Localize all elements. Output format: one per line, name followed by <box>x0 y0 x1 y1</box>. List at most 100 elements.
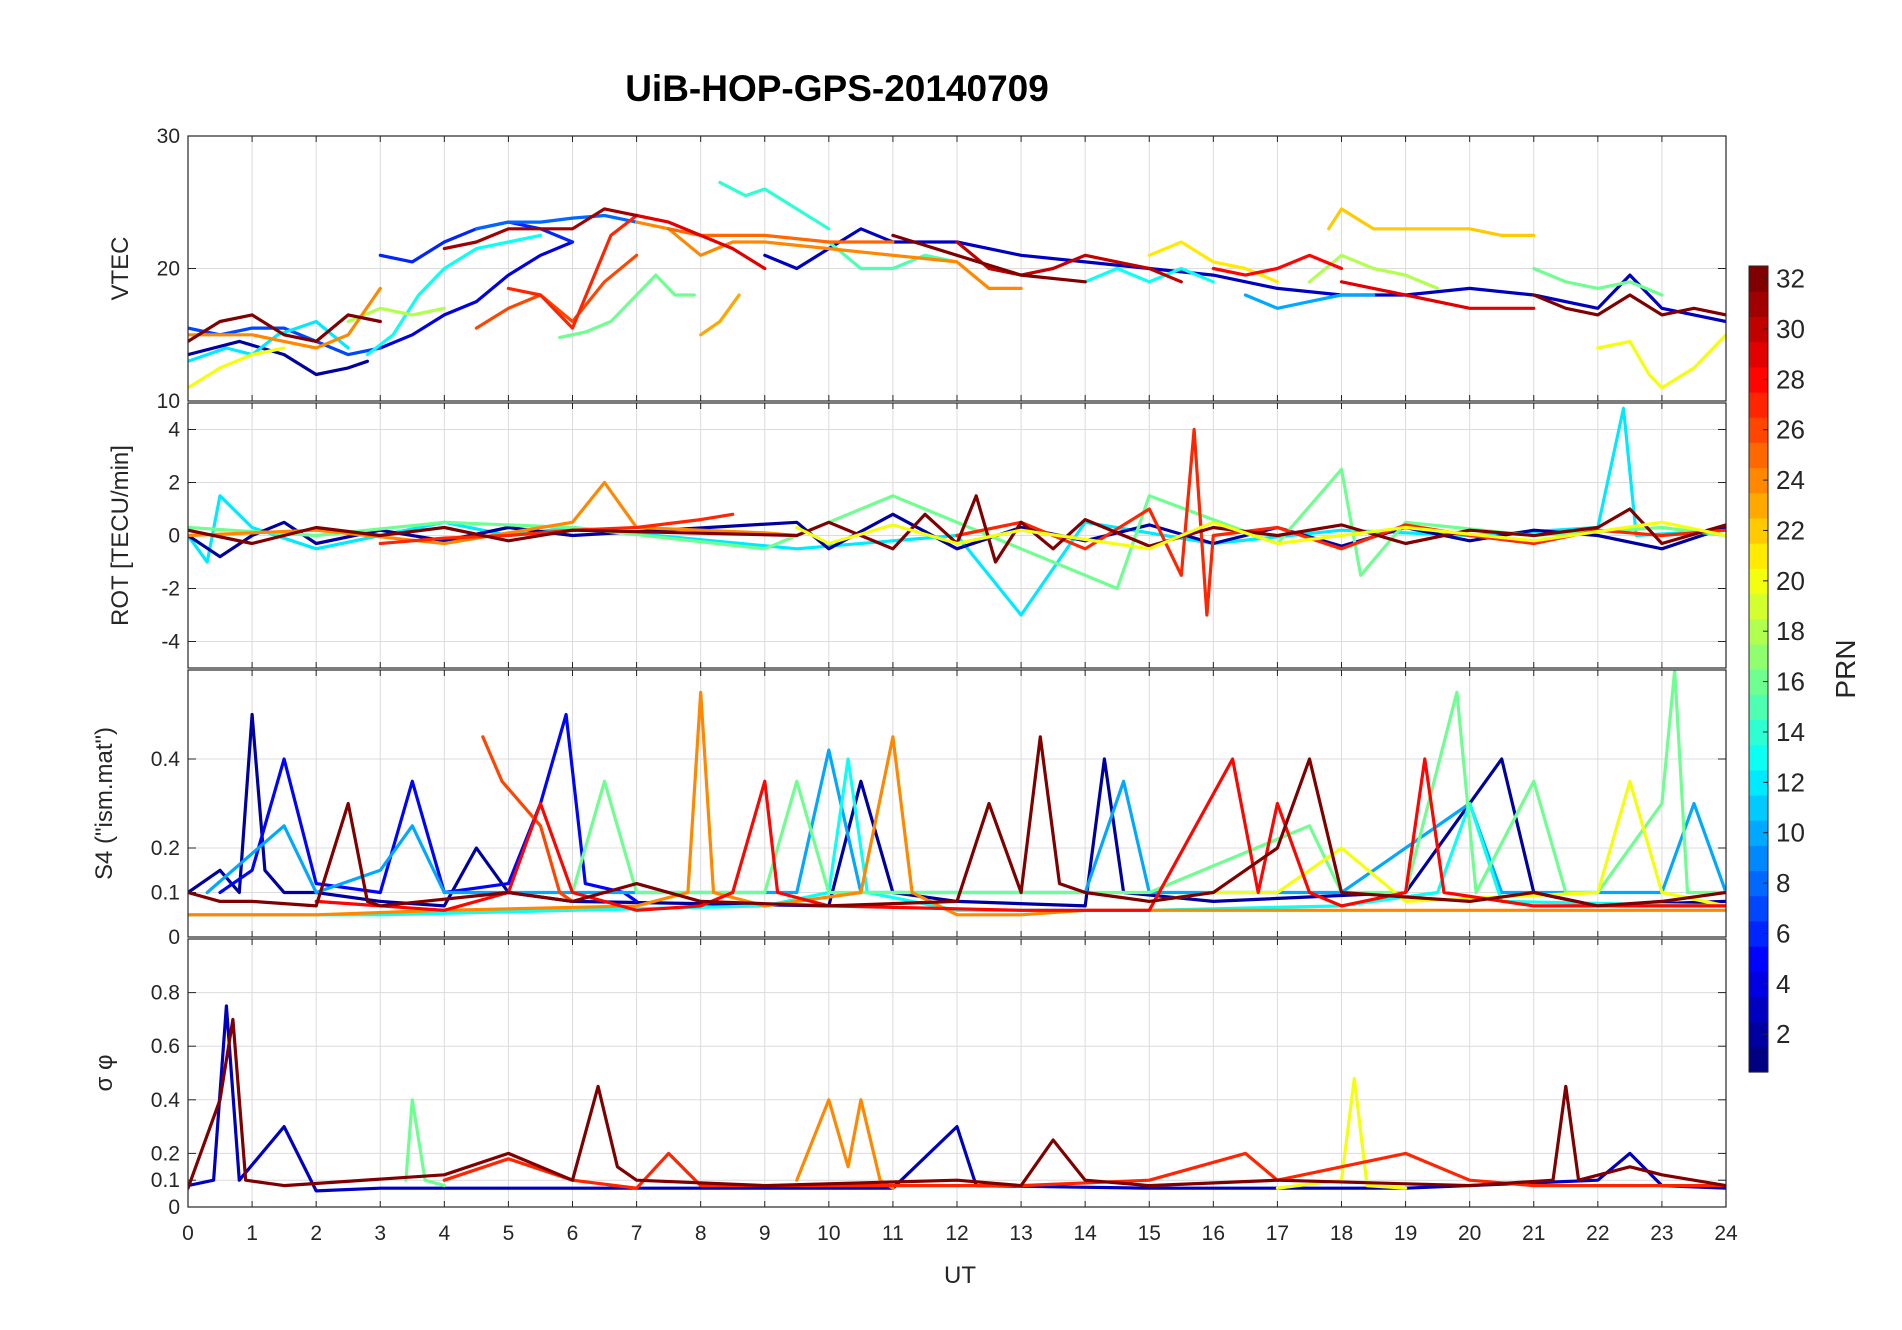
series-line-prn-13 <box>365 233 543 357</box>
y-tick-label: 30 <box>157 125 180 148</box>
series-group <box>188 180 1726 390</box>
y-tick-label: 0 <box>168 1196 180 1219</box>
series-line-prn-32 <box>188 313 382 343</box>
colorbar-tick-label: 12 <box>1776 767 1805 797</box>
colorbar-tick-label: 16 <box>1776 667 1805 697</box>
panels: 10 20 30 VTEC -4 -2 0 2 4 ROT [TECU/min] 0 0.1 0.2 0.… <box>91 125 1727 1219</box>
series-line-prn-32 <box>188 1017 1726 1190</box>
colorbar-segment <box>1749 492 1768 519</box>
series-line-prn-16 <box>404 1098 446 1188</box>
x-tick-label: 0 <box>182 1222 194 1245</box>
colorbar-segment <box>1749 341 1768 368</box>
series-line-prn-24 <box>635 220 1023 290</box>
y-axis-label-s4: S4 ("ism.mat") <box>91 727 118 880</box>
y-tick-label: 20 <box>157 258 180 281</box>
series-line-prn-20 <box>1596 333 1726 390</box>
colorbar-segment <box>1749 467 1768 494</box>
colorbar-tick-label: 6 <box>1776 918 1790 948</box>
colorbar-segment <box>1749 996 1768 1023</box>
colorbar-segment <box>1749 618 1768 645</box>
y-tick-label: 2 <box>168 472 180 495</box>
x-tick-label: 14 <box>1073 1222 1097 1245</box>
series-line-prn-24 <box>188 286 382 350</box>
colorbar-segment <box>1749 971 1768 998</box>
series-line-prn-27 <box>442 1151 1726 1190</box>
colorbar-segment <box>1749 643 1768 670</box>
colorbar-tick-label: 2 <box>1776 1019 1790 1049</box>
x-tick-label: 10 <box>817 1222 840 1245</box>
colorbar-tick-label: 18 <box>1776 616 1805 646</box>
series-line-prn-14 <box>718 180 831 231</box>
panel-frame <box>187 669 1727 938</box>
series-line-prn-12 <box>188 319 350 363</box>
colorbar-tick-label: 4 <box>1776 969 1790 999</box>
x-tick-label: 7 <box>631 1222 643 1245</box>
x-tick-label: 12 <box>945 1222 968 1245</box>
colorbar-tick-label: 8 <box>1776 868 1790 898</box>
x-tick-label: 8 <box>695 1222 707 1245</box>
series-line-prn-16 <box>558 273 696 339</box>
colorbar-segment <box>1749 946 1768 972</box>
series-line-prn-32 <box>1532 293 1726 317</box>
x-tick-label: 24 <box>1714 1222 1738 1245</box>
series-line-prn-32 <box>188 494 1726 564</box>
series-group <box>188 406 1726 617</box>
y-tick-label: 0.1 <box>151 882 180 905</box>
colorbar-frame <box>1748 265 1769 1073</box>
series-line-prn-31 <box>442 207 639 251</box>
series-line-prn-3 <box>763 227 1726 324</box>
x-tick-label: 18 <box>1330 1222 1353 1245</box>
panel-s4: 0 0.1 0.2 0.4 S4 ("ism.mat") <box>91 669 1727 949</box>
series-line-prn-18 <box>346 306 446 324</box>
colorbar-segment <box>1749 543 1768 569</box>
series-line-prn-10 <box>1243 293 1376 310</box>
y-tick-label: 0.6 <box>151 1035 180 1058</box>
x-tick-label: 3 <box>374 1222 386 1245</box>
colorbar-segment <box>1749 895 1768 922</box>
x-tick-label: 19 <box>1394 1222 1417 1245</box>
y-axis-label-vtec: VTEC <box>107 236 134 300</box>
colorbar-segment <box>1749 744 1768 771</box>
y-tick-label: 0 <box>168 525 180 548</box>
x-tick-label: 4 <box>438 1222 450 1245</box>
series-line-prn-3 <box>188 1004 1726 1193</box>
x-tick-labels: 0 1 2 3 4 5 6 7 8 9 10 11 12 13 14 15 16 17 18 19 20 21 22 23 24 <box>182 1222 1738 1245</box>
y-tick-label: 0.1 <box>151 1169 180 1192</box>
colorbar-segment <box>1749 442 1768 469</box>
colorbar-segment <box>1749 694 1768 720</box>
colorbar-tick-label: 30 <box>1776 314 1805 344</box>
series-line-prn-20 <box>188 346 286 390</box>
colorbar-tick-label: 28 <box>1776 364 1805 394</box>
series-line-prn-28 <box>1211 253 1344 277</box>
colorbar-segment <box>1749 920 1768 947</box>
x-tick-label: 5 <box>503 1222 515 1245</box>
chart-title: UiB-HOP-GPS-20140709 <box>625 68 1049 109</box>
x-tick-label: 23 <box>1650 1222 1673 1245</box>
series-line-prn-20 <box>1147 779 1726 908</box>
y-tick-label: 4 <box>168 419 180 442</box>
x-tick-label: 16 <box>1202 1222 1225 1245</box>
colorbar-segment <box>1749 820 1768 846</box>
x-tick-label: 17 <box>1266 1222 1289 1245</box>
series-line-prn-23 <box>699 293 741 337</box>
colorbar-segment <box>1749 291 1768 317</box>
series-line-prn-26 <box>474 253 639 330</box>
x-tick-label: 9 <box>759 1222 771 1245</box>
series-line-prn-24 <box>188 690 1726 917</box>
y-tick-label: 0.4 <box>151 1089 181 1112</box>
y-axis-label-rot: ROT [TECU/min] <box>107 445 134 626</box>
series-group <box>188 670 1726 917</box>
y-tick-label: 0.8 <box>151 982 180 1005</box>
series-line-prn-25 <box>667 227 895 244</box>
y-tick-label: -2 <box>161 578 180 601</box>
y-tick-label: 0.2 <box>151 1142 180 1165</box>
colorbar-segment <box>1749 794 1768 821</box>
series-line-prn-2 <box>188 512 1726 559</box>
colorbar-tick-label: 24 <box>1776 465 1805 495</box>
y-tick-label: 0.2 <box>151 837 180 860</box>
colorbar-segment <box>1749 1046 1768 1073</box>
series-line-prn-30 <box>955 240 1183 284</box>
y-tick-label: -4 <box>161 631 180 654</box>
colorbar-segment <box>1749 266 1768 292</box>
